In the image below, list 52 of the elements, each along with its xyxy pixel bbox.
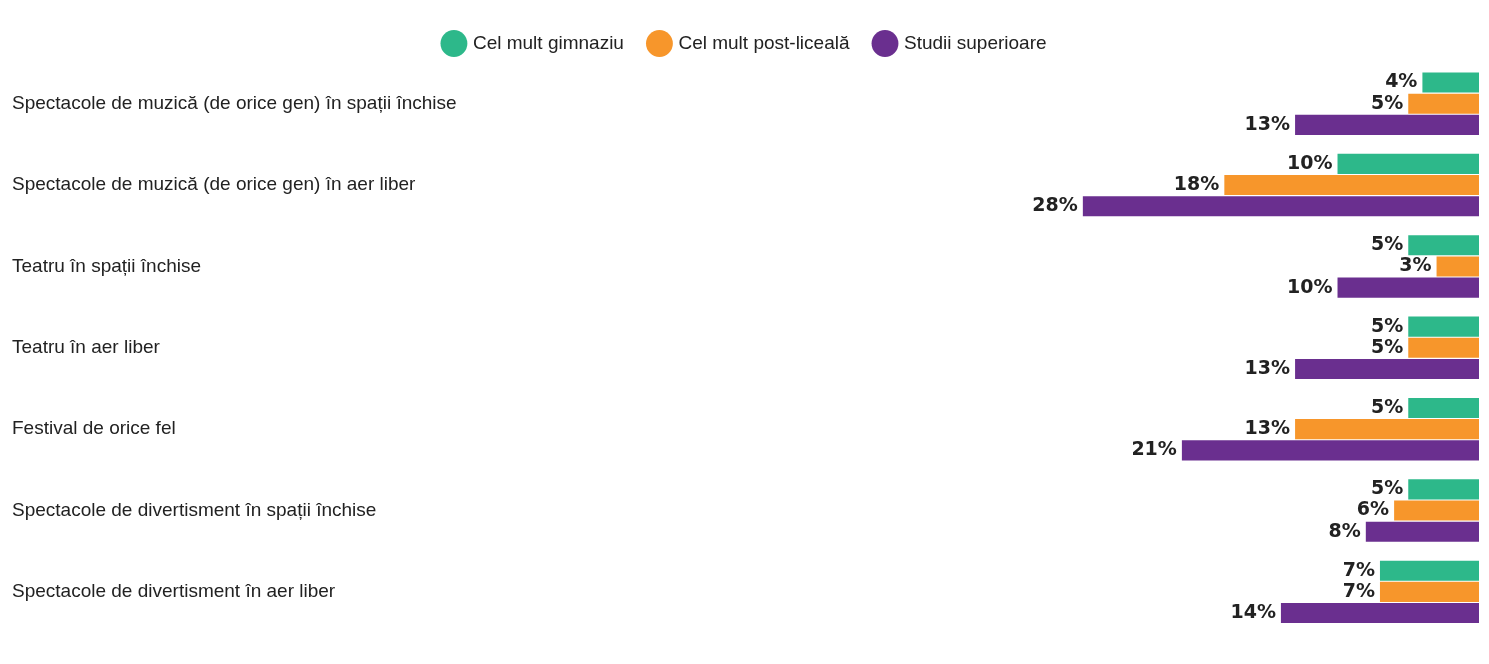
data-label: 4% xyxy=(1385,69,1418,92)
bar xyxy=(1379,560,1479,581)
data-label: 28% xyxy=(1032,193,1078,216)
data-label: 8% xyxy=(1328,518,1361,541)
data-label: 5% xyxy=(1370,90,1404,113)
y-tick-label: Teatru în spații închise xyxy=(12,254,202,276)
data-label: 13% xyxy=(1244,111,1291,134)
legend-label: Studii superioare xyxy=(903,31,1047,53)
bar xyxy=(1408,235,1479,256)
legend-label: Cel mult post-liceală xyxy=(678,31,850,53)
bar xyxy=(1408,93,1479,114)
bar xyxy=(1295,419,1479,440)
bar xyxy=(1082,196,1479,217)
bar xyxy=(1181,440,1479,461)
bar xyxy=(1337,153,1479,174)
y-tick-label: Spectacole de muzică (de orice gen) în spații închise xyxy=(12,91,457,113)
bar xyxy=(1295,358,1479,380)
bar xyxy=(1379,581,1479,602)
bar xyxy=(1337,277,1479,298)
y-tick-label: Spectacole de divertisment în spații închise xyxy=(12,498,377,520)
data-label: 10% xyxy=(1287,150,1333,173)
bar xyxy=(1436,256,1479,277)
bar xyxy=(1422,72,1479,93)
bar xyxy=(1224,175,1479,196)
y-tick-label: Spectacole de divertisment în aer liber xyxy=(12,580,336,602)
bar xyxy=(1408,337,1479,358)
y-tick-label: Spectacole de muzică (de orice gen) în aer liber xyxy=(12,173,417,195)
data-label: 7% xyxy=(1342,557,1375,580)
data-label: 5% xyxy=(1370,313,1404,336)
data-label: 18% xyxy=(1173,171,1220,194)
bar xyxy=(1295,114,1479,135)
bar xyxy=(1394,500,1479,521)
y-tick-label: Teatru în aer liber xyxy=(12,336,161,358)
data-label: 5% xyxy=(1370,334,1404,357)
bar xyxy=(1408,397,1479,419)
data-label: 14% xyxy=(1230,600,1276,623)
bar xyxy=(1408,316,1479,337)
data-label: 13% xyxy=(1244,355,1291,378)
data-label: 21% xyxy=(1131,437,1177,460)
data-label: 5% xyxy=(1370,232,1404,255)
data-label: 10% xyxy=(1287,274,1333,297)
data-label: 13% xyxy=(1244,416,1291,439)
bar xyxy=(1280,603,1479,624)
y-tick-label: Festival de orice fel xyxy=(12,417,176,439)
data-label: 5% xyxy=(1370,476,1404,499)
data-label: 3% xyxy=(1399,253,1432,276)
data-label: 5% xyxy=(1370,394,1404,417)
data-label: 6% xyxy=(1356,497,1390,520)
data-label: 7% xyxy=(1342,578,1375,601)
bar xyxy=(1408,479,1479,500)
legend-label: Cel mult gimnaziu xyxy=(472,31,624,53)
bar xyxy=(1365,521,1479,542)
